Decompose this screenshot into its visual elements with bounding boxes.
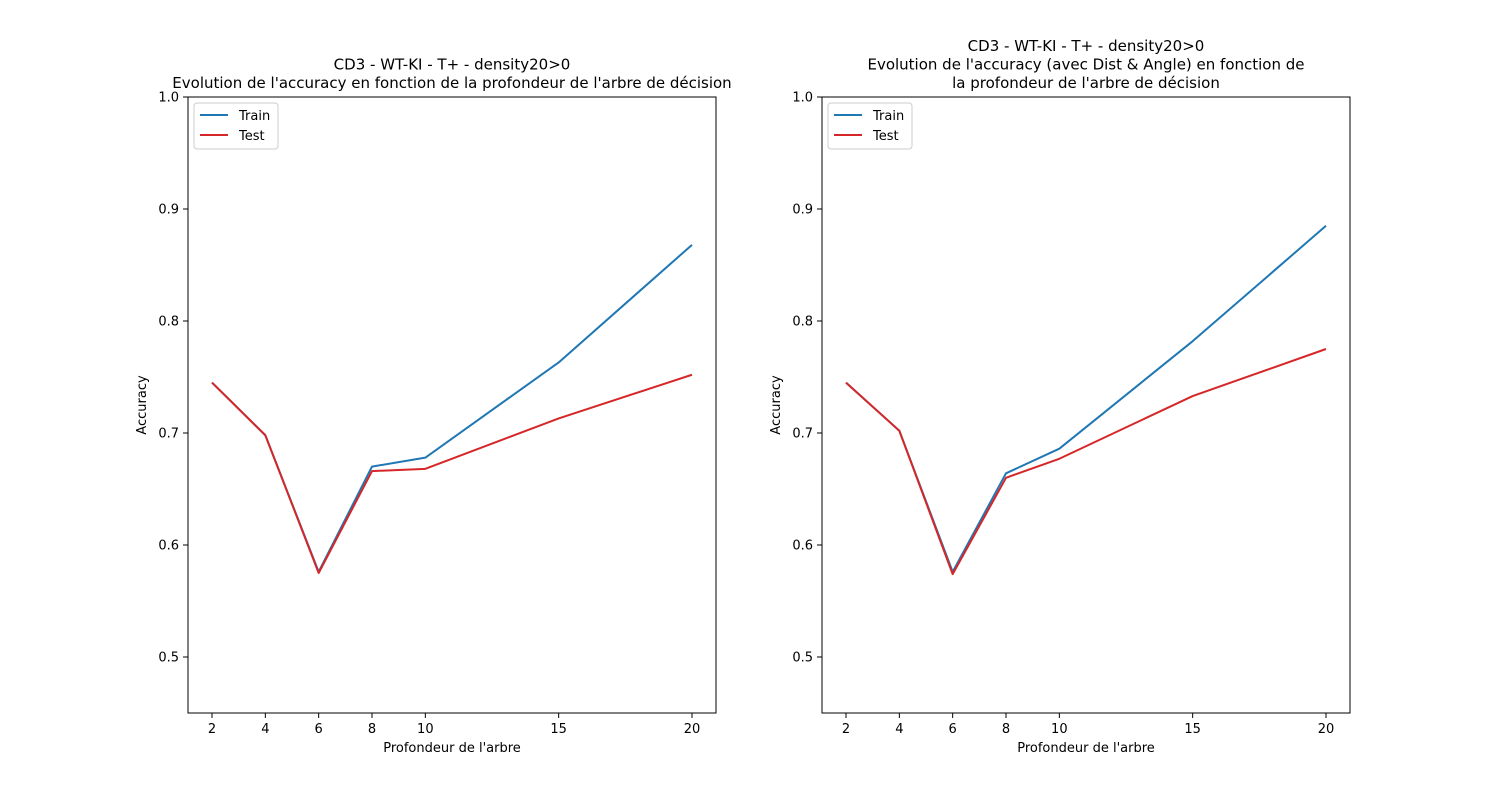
series-line-test bbox=[845, 348, 1327, 576]
x-tick-label: 10 bbox=[1051, 722, 1068, 737]
x-axis-label: Profondeur de l'arbre bbox=[1017, 741, 1155, 756]
series-line-test bbox=[211, 373, 693, 574]
x-tick-label: 8 bbox=[1002, 722, 1010, 737]
legend-label-train: Train bbox=[238, 109, 270, 124]
y-tick-label: 0.8 bbox=[158, 315, 179, 330]
legend-label-test: Test bbox=[238, 129, 265, 144]
y-tick-label: 0.5 bbox=[792, 651, 813, 666]
x-tick-label: 8 bbox=[368, 722, 376, 737]
y-tick-label: 1.0 bbox=[158, 91, 179, 106]
x-axis-label: Profondeur de l'arbre bbox=[383, 741, 521, 756]
x-tick-label: 6 bbox=[315, 722, 323, 737]
series-line-train bbox=[211, 244, 693, 573]
x-tick-label: 20 bbox=[684, 722, 701, 737]
chart-title-line: Evolution de l'accuracy en fonction de l… bbox=[172, 74, 731, 92]
y-tick-label: 0.8 bbox=[792, 315, 813, 330]
axes-frame bbox=[821, 96, 1351, 714]
y-tick-label: 0.6 bbox=[158, 539, 179, 554]
x-tick-label: 4 bbox=[895, 722, 903, 737]
y-axis-label: Accuracy bbox=[769, 375, 784, 435]
subplot-2: CD3 - WT-KI - T+ - density20>0Evolution … bbox=[769, 37, 1351, 756]
y-axis-label: Accuracy bbox=[135, 375, 150, 435]
chart-title-line: Evolution de l'accuracy (avec Dist & Ang… bbox=[867, 56, 1304, 74]
legend: Train Test bbox=[827, 102, 913, 150]
y-tick-label: 0.9 bbox=[792, 203, 813, 218]
x-tick-label: 10 bbox=[417, 722, 434, 737]
subplot-1: CD3 - WT-KI - T+ - density20>0Evolution … bbox=[135, 56, 732, 757]
legend-label-test: Test bbox=[872, 129, 899, 144]
x-tick-label: 6 bbox=[949, 722, 957, 737]
series-line-train bbox=[845, 225, 1327, 573]
chart-title-line: CD3 - WT-KI - T+ - density20>0 bbox=[334, 56, 571, 74]
y-tick-label: 0.7 bbox=[158, 427, 179, 442]
chart-title-line: CD3 - WT-KI - T+ - density20>0 bbox=[968, 37, 1205, 55]
x-tick-label: 15 bbox=[550, 722, 567, 737]
x-tick-label: 15 bbox=[1184, 722, 1201, 737]
y-tick-label: 0.5 bbox=[158, 651, 179, 666]
legend: Train Test bbox=[193, 102, 279, 150]
y-tick-label: 0.9 bbox=[158, 203, 179, 218]
x-tick-label: 2 bbox=[208, 722, 216, 737]
x-tick-label: 20 bbox=[1318, 722, 1335, 737]
x-tick-label: 4 bbox=[261, 722, 269, 737]
chart-title-line: la profondeur de l'arbre de décision bbox=[952, 74, 1220, 92]
legend-label-train: Train bbox=[872, 109, 904, 124]
y-tick-label: 0.6 bbox=[792, 539, 813, 554]
axes-frame bbox=[187, 96, 717, 714]
x-tick-label: 2 bbox=[842, 722, 850, 737]
y-tick-label: 0.7 bbox=[792, 427, 813, 442]
y-tick-label: 1.0 bbox=[792, 91, 813, 106]
